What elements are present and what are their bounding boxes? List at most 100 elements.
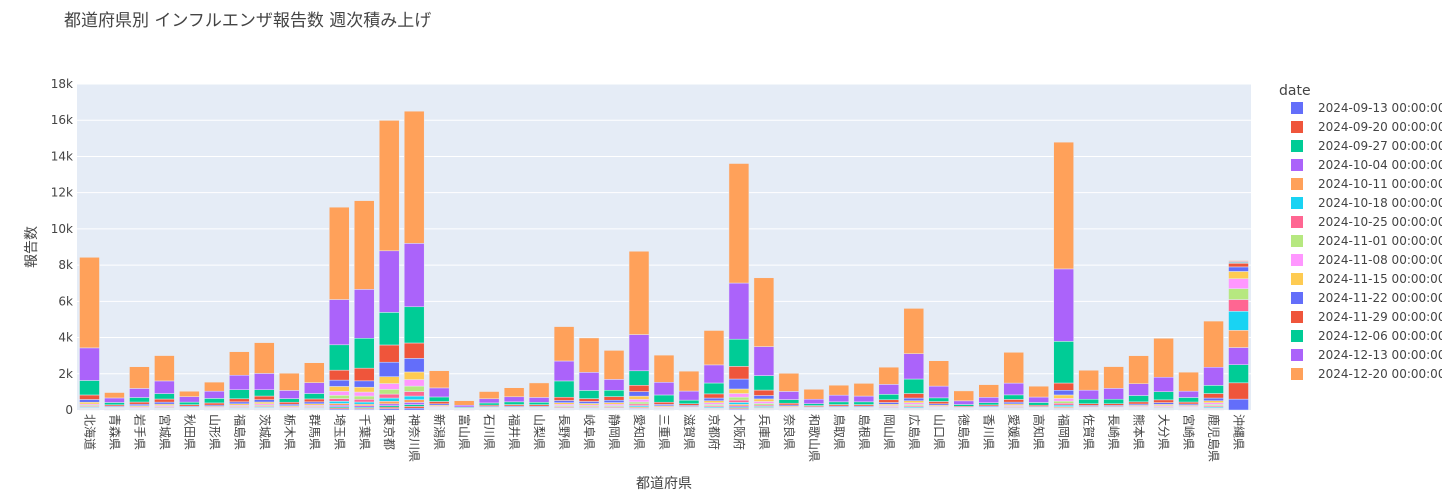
bar-segment bbox=[629, 392, 649, 397]
bar-segment bbox=[504, 402, 524, 405]
bar-segment bbox=[254, 400, 274, 402]
legend-item[interactable]: 2024-11-15 00:00:00 bbox=[1318, 272, 1442, 286]
bar-segment bbox=[854, 383, 874, 396]
legend-item[interactable]: 2024-11-08 00:00:00 bbox=[1318, 253, 1442, 267]
bar-segment bbox=[1154, 377, 1174, 391]
legend-item[interactable]: 2024-11-22 00:00:00 bbox=[1318, 291, 1442, 305]
legend-item[interactable]: 2024-10-18 00:00:00 bbox=[1318, 196, 1442, 210]
x-tick-label: 岩手県 bbox=[132, 414, 147, 450]
legend-item[interactable]: 2024-11-01 00:00:00 bbox=[1318, 234, 1442, 248]
bar-segment bbox=[654, 402, 674, 404]
legend-swatch[interactable] bbox=[1291, 121, 1303, 133]
legend-swatch[interactable] bbox=[1291, 216, 1303, 228]
legend-item[interactable]: 2024-11-29 00:00:00 bbox=[1318, 310, 1442, 324]
bar-segment bbox=[379, 389, 399, 394]
bar-segment bbox=[204, 391, 224, 398]
bar-segment bbox=[304, 394, 324, 399]
bar-segment bbox=[579, 399, 599, 402]
bar-segment bbox=[1129, 402, 1149, 404]
bar-segment bbox=[879, 367, 899, 384]
legend-swatch[interactable] bbox=[1291, 292, 1303, 304]
legend-swatch[interactable] bbox=[1291, 140, 1303, 152]
x-tick-label: 茨城県 bbox=[257, 414, 271, 450]
legend-swatch[interactable] bbox=[1291, 311, 1303, 323]
bar-segment bbox=[354, 396, 374, 399]
bar-segment bbox=[279, 390, 299, 398]
bar-segment bbox=[329, 395, 349, 398]
bar-segment bbox=[979, 403, 999, 405]
legend-swatch[interactable] bbox=[1291, 349, 1303, 361]
bar-segment bbox=[604, 400, 624, 402]
bar-segment bbox=[729, 283, 749, 339]
legend-item[interactable]: 2024-10-11 00:00:00 bbox=[1318, 177, 1442, 191]
bar-segment bbox=[404, 380, 424, 387]
legend-swatch[interactable] bbox=[1291, 235, 1303, 247]
bar-segment bbox=[729, 379, 749, 389]
legend-swatch[interactable] bbox=[1291, 159, 1303, 171]
bar-segment bbox=[904, 354, 924, 379]
bar-segment bbox=[479, 399, 499, 403]
bar-segment bbox=[154, 402, 174, 404]
bar-segment bbox=[579, 338, 599, 372]
legend-item[interactable]: 2024-12-06 00:00:00 bbox=[1318, 329, 1442, 343]
legend-swatch[interactable] bbox=[1291, 368, 1303, 380]
bar-segment bbox=[329, 401, 349, 403]
bar-segment bbox=[554, 403, 574, 405]
bar-segment bbox=[329, 300, 349, 345]
bar-segment bbox=[154, 394, 174, 399]
bar-segment bbox=[1054, 395, 1074, 398]
legend-swatch[interactable] bbox=[1291, 197, 1303, 209]
bar-segment bbox=[404, 406, 424, 408]
bar-segment bbox=[379, 401, 399, 404]
legend-item[interactable]: 2024-12-13 00:00:00 bbox=[1318, 348, 1442, 362]
y-tick-label: 6k bbox=[58, 294, 73, 308]
bar-segment bbox=[379, 377, 399, 384]
bar-segment bbox=[629, 402, 649, 404]
bar-segment bbox=[704, 401, 724, 403]
x-tick-label: 三重県 bbox=[657, 414, 671, 450]
bar-segment bbox=[404, 408, 424, 410]
bar-segment bbox=[1229, 261, 1249, 262]
x-tick-label: 千葉県 bbox=[357, 414, 371, 450]
x-tick-label: 徳島県 bbox=[957, 414, 972, 450]
bar-segment bbox=[704, 383, 724, 394]
x-tick-label: 福岡県 bbox=[1057, 414, 1072, 450]
bar-segment bbox=[304, 383, 324, 394]
bar-segment bbox=[104, 402, 124, 404]
bar-segment bbox=[229, 399, 249, 402]
legend-item[interactable]: 2024-10-25 00:00:00 bbox=[1318, 215, 1442, 229]
bar-segment bbox=[454, 405, 474, 407]
bar-segment bbox=[704, 403, 724, 405]
legend-swatch[interactable] bbox=[1291, 178, 1303, 190]
bar-segment bbox=[254, 396, 274, 400]
bar-segment bbox=[504, 388, 524, 397]
bar-segment bbox=[929, 386, 949, 398]
bar-segment bbox=[879, 384, 899, 394]
bar-segment bbox=[1179, 398, 1199, 403]
legend-swatch[interactable] bbox=[1291, 102, 1303, 114]
legend-item[interactable]: 2024-09-20 00:00:00 bbox=[1318, 120, 1442, 134]
x-tick-label: 埼玉県 bbox=[332, 414, 346, 450]
x-tick-label: 青森県 bbox=[107, 414, 122, 450]
legend-swatch[interactable] bbox=[1291, 273, 1303, 285]
bar-segment bbox=[1079, 370, 1099, 390]
legend-item[interactable]: 2024-10-04 00:00:00 bbox=[1318, 158, 1442, 172]
bar-segment bbox=[254, 390, 274, 396]
x-tick-label: 山形県 bbox=[207, 414, 221, 450]
legend-swatch[interactable] bbox=[1291, 254, 1303, 266]
bar-segment bbox=[729, 339, 749, 366]
bar-segment bbox=[1229, 365, 1249, 383]
legend-swatch[interactable] bbox=[1291, 330, 1303, 342]
bar-segment bbox=[429, 397, 449, 402]
bar-segment bbox=[404, 396, 424, 400]
bar-segment bbox=[729, 404, 749, 406]
bar-segment bbox=[129, 367, 149, 389]
legend-item[interactable]: 2024-12-20 00:00:00 bbox=[1318, 367, 1442, 381]
bar-segment bbox=[479, 392, 499, 399]
legend-item[interactable]: 2024-09-13 00:00:00 bbox=[1318, 101, 1442, 115]
legend-item[interactable]: 2024-09-27 00:00:00 bbox=[1318, 139, 1442, 153]
bar-segment bbox=[354, 201, 374, 290]
